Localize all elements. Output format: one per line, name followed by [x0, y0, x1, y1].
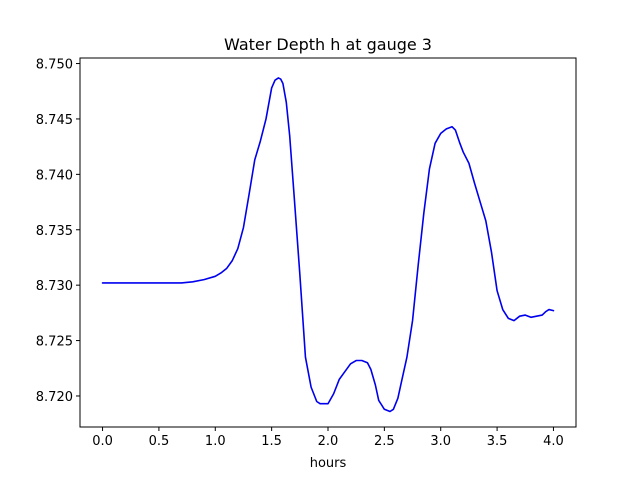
x-tick-label: 4.0 [543, 434, 564, 449]
x-axis-label: hours [310, 456, 347, 471]
y-axis: 8.720 8.725 8.730 8.735 8.740 8.745 8.750 [36, 58, 80, 405]
series-line [101, 77, 555, 413]
y-tick-label: 8.745 [36, 113, 73, 128]
chart-title: Water Depth h at gauge 3 [224, 35, 432, 54]
plot-area [101, 77, 555, 413]
x-tick-label: 0.5 [149, 434, 170, 449]
x-tick-label: 3.0 [430, 434, 451, 449]
y-tick-label: 8.740 [36, 168, 73, 183]
x-tick-label: 2.5 [374, 434, 395, 449]
x-axis: 0.0 0.5 1.0 1.5 2.0 2.5 3.0 3.5 4.0 [92, 427, 564, 449]
x-tick-label: 3.5 [487, 434, 508, 449]
x-tick-label: 2.0 [318, 434, 339, 449]
x-tick-label: 1.0 [205, 434, 226, 449]
y-tick-label: 8.725 [36, 335, 73, 350]
x-tick-label: 1.5 [261, 434, 282, 449]
y-tick-label: 8.750 [36, 58, 73, 73]
y-tick-label: 8.720 [36, 390, 73, 405]
y-tick-label: 8.730 [36, 279, 73, 294]
y-tick-label: 8.735 [36, 224, 73, 239]
x-tick-label: 0.0 [92, 434, 113, 449]
axes-frame [79, 57, 577, 428]
